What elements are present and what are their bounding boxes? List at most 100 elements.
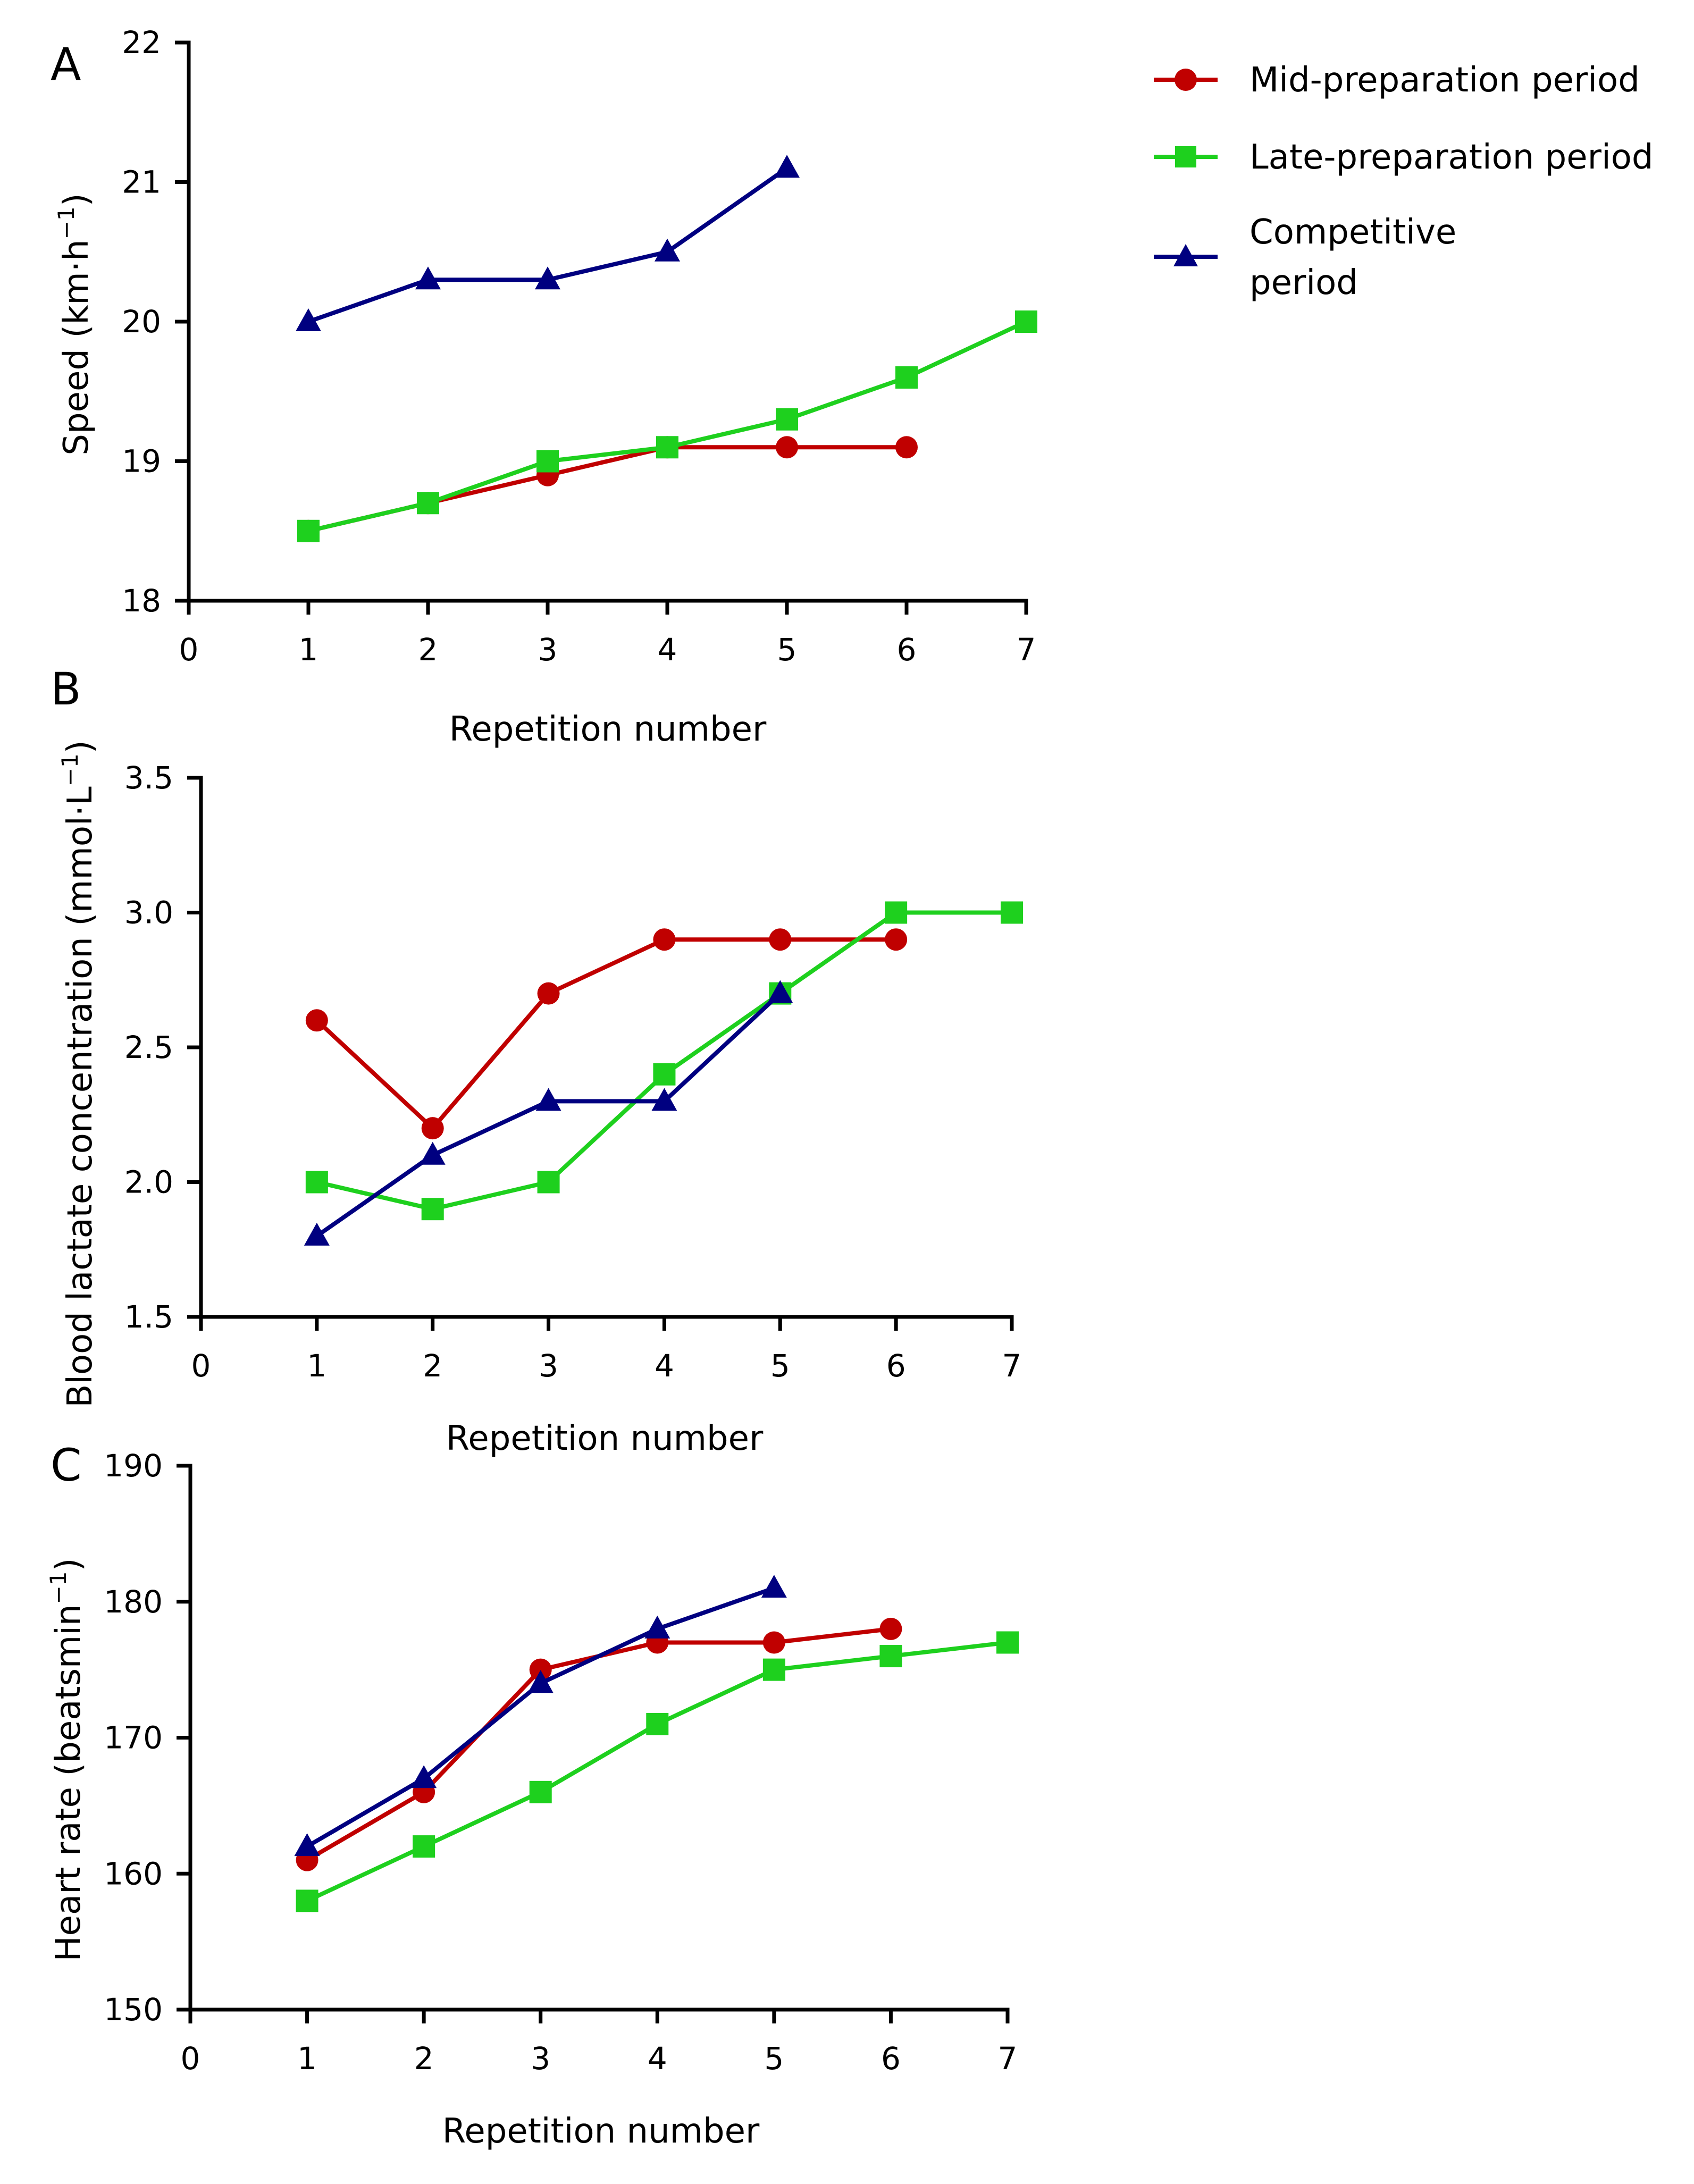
panel-b-x-tick-label: 0: [191, 1348, 211, 1384]
panel-b: B 0 1 2 3 4 5 6 7 1.5 2.0 2.5 3.0 3.5 Repetition num…: [51, 663, 1023, 1458]
panel-b-point-late-preparation-period: [1001, 901, 1023, 924]
panel-c-plot: 0 1 2 3 4 5 6 7 150 160 170 180 190: [104, 1448, 1019, 2077]
panel-a: A 0 1 2 3 4 5 6 7 18 19 20 21 22 Repetition number S…: [51, 24, 1037, 749]
panel-a-point-competitive-period: [535, 266, 560, 290]
panel-a-line-late-preparation-period: [308, 320, 1027, 533]
panel-c-point-mid-preparation-period: [879, 1617, 902, 1640]
panel-b-series-mid-preparation-period: [305, 928, 908, 1140]
panel-b-y-tick-label: 2.5: [124, 1029, 173, 1065]
panel-a-y-axis-label: Speed (km·h−1): [53, 193, 96, 455]
panel-a-point-late-preparation-period: [895, 366, 918, 389]
panel-c-x-tick-label: 6: [881, 2040, 901, 2077]
panel-b-plot: 0 1 2 3 4 5 6 7 1.5 2.0 2.5 3.0 3.5: [124, 760, 1023, 1384]
panel-b-y-tick-label: 3.5: [124, 760, 173, 796]
legend-marker-circle: [1175, 69, 1197, 91]
panel-a-y-tick-label: 19: [122, 443, 161, 480]
panel-b-y-axis-label-tail: ): [61, 740, 100, 753]
panel-b-point-late-preparation-period: [305, 1171, 328, 1194]
panel-a-line-mid-preparation-period: [308, 445, 907, 533]
panel-a-point-competitive-period: [774, 155, 800, 178]
panel-b-x-tick-label: 7: [1002, 1348, 1022, 1384]
panel-a-series-late-preparation-period: [297, 310, 1037, 542]
panel-b-point-mid-preparation-period: [537, 982, 560, 1005]
panel-a-y-axis-label-main: Speed (km·h: [57, 239, 96, 455]
panel-c-y-tick-label: 170: [104, 1720, 163, 1756]
panel-c-point-late-preparation-period: [529, 1780, 552, 1803]
panel-a-point-late-preparation-period: [536, 450, 559, 473]
legend-label-late-preparation: Late-preparation period: [1249, 138, 1654, 177]
panel-b-point-late-preparation-period: [885, 901, 908, 924]
panel-a-series-competitive-period: [296, 155, 800, 331]
panel-a-x-tick-label: 0: [179, 632, 199, 668]
panel-b-x-tick-label: 6: [886, 1348, 906, 1384]
legend-marker-triangle: [1173, 244, 1198, 266]
panel-c-point-competitive-period: [411, 1765, 437, 1788]
legend-item-competitive: Competitive period: [1154, 213, 1467, 303]
panel-c-point-late-preparation-period: [646, 1712, 669, 1735]
panel-c-y-tick-label: 190: [104, 1448, 163, 1484]
panel-b-x-tick-label: 1: [307, 1348, 326, 1384]
panel-c-point-late-preparation-period: [996, 1631, 1019, 1654]
panel-c-point-late-preparation-period: [879, 1645, 902, 1668]
panel-a-x-tick-label: 7: [1017, 632, 1036, 668]
panel-b-point-late-preparation-period: [421, 1198, 444, 1221]
panel-a-y-tick-label: 21: [122, 164, 161, 200]
legend-label-competitive-line-1: Competitive: [1249, 213, 1456, 252]
panel-a-point-late-preparation-period: [776, 408, 798, 431]
panel-a-y-tick-label: 20: [122, 304, 161, 340]
panel-c-x-tick-label: 0: [181, 2040, 200, 2077]
panel-c-y-tick-label: 160: [104, 1855, 163, 1892]
panel-c-point-competitive-period: [294, 1833, 320, 1857]
panel-a-x-tick-label: 3: [538, 632, 558, 668]
panel-b-point-competitive-period: [767, 980, 793, 1003]
panel-c-y-axis-label-tail: ): [49, 1558, 88, 1571]
panel-a-point-mid-preparation-period: [776, 436, 798, 459]
panel-a-x-tick-label: 6: [897, 632, 917, 668]
panel-b-x-tick-label: 4: [655, 1348, 674, 1384]
panel-a-point-mid-preparation-period: [895, 436, 918, 459]
panel-a-y-axis-label-sup: −1: [53, 206, 79, 239]
panel-c-x-tick-label: 7: [998, 2040, 1018, 2077]
legend: Mid-preparation period Late-preparation …: [1154, 61, 1654, 303]
panel-a-x-tick-label: 5: [777, 632, 797, 668]
panel-a-point-competitive-period: [415, 266, 441, 290]
panel-b-y-axis-label: Blood lactate concentration (mmol·L−1): [57, 740, 100, 1407]
panel-a-y-axis-label-tail: ): [57, 193, 96, 206]
legend-item-late-preparation: Late-preparation period: [1154, 138, 1654, 177]
panel-a-point-competitive-period: [655, 238, 680, 262]
panel-c-point-mid-preparation-period: [529, 1658, 552, 1681]
panel-b-y-tick-label: 3.0: [124, 895, 173, 931]
panel-c-line-late-preparation-period: [306, 1640, 1008, 1903]
panel-b-point-mid-preparation-period: [653, 928, 676, 951]
panel-b-x-tick-label: 2: [423, 1348, 442, 1384]
panel-label-a: A: [51, 38, 81, 90]
panel-b-series-competitive-period: [304, 980, 793, 1246]
panel-a-x-tick-label: 4: [658, 632, 677, 668]
panel-a-y-tick-label: 18: [122, 583, 161, 619]
panel-b-point-mid-preparation-period: [885, 928, 908, 951]
panel-c-y-axis-label-sup: −1: [45, 1571, 71, 1604]
panel-b-point-competitive-period: [535, 1088, 561, 1111]
panel-b-x-tick-label: 5: [770, 1348, 790, 1384]
panel-b-point-competitive-period: [304, 1222, 330, 1246]
panel-b-x-axis-label: Repetition number: [446, 1419, 764, 1458]
panel-b-y-tick-label: 1.5: [124, 1299, 173, 1335]
legend-label-competitive: Competitive period: [1249, 213, 1467, 303]
panel-b-point-late-preparation-period: [537, 1171, 560, 1194]
legend-item-mid-preparation: Mid-preparation period: [1154, 61, 1640, 100]
panel-c-y-tick-label: 150: [104, 1992, 163, 2028]
panel-b-series-late-preparation-period: [305, 901, 1023, 1221]
panel-c-point-late-preparation-period: [296, 1889, 318, 1912]
panel-c-line-competitive-period: [306, 1586, 775, 1849]
panel-c-series-competitive-period: [294, 1575, 787, 1857]
panel-a-y-tick-label: 22: [122, 24, 161, 61]
panel-a-point-late-preparation-period: [297, 519, 320, 542]
panel-b-point-mid-preparation-period: [769, 928, 792, 951]
panel-c-x-tick-label: 2: [414, 2040, 434, 2077]
panel-c-point-mid-preparation-period: [762, 1631, 785, 1654]
panel-c-line-mid-preparation-period: [306, 1626, 891, 1862]
panel-a-point-late-preparation-period: [417, 492, 439, 515]
panel-b-x-tick-label: 3: [539, 1348, 558, 1384]
panel-c-x-axis-label: Repetition number: [442, 2112, 760, 2151]
